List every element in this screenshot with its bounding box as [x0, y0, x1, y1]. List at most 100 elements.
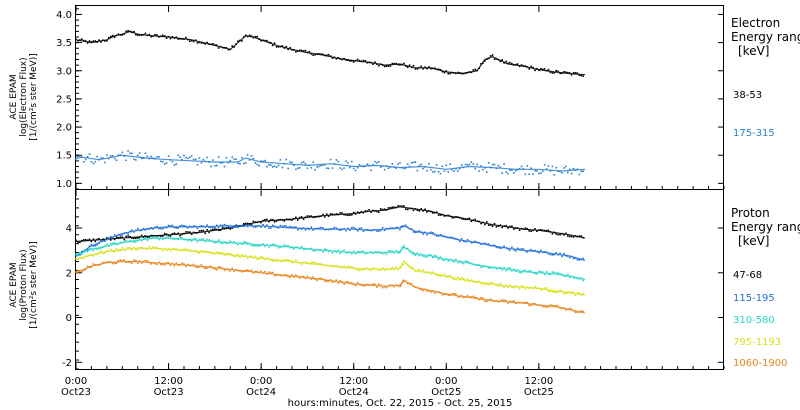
proton-data-point: [414, 270, 417, 273]
proton-data-point: [100, 239, 102, 242]
proton-data-point: [567, 291, 569, 293]
electron-data-point: [345, 160, 347, 163]
proton-data-point: [171, 248, 174, 250]
proton-data-point: [457, 295, 459, 298]
electron-data-point: [403, 62, 405, 65]
proton-data-point: [135, 259, 137, 262]
proton-data-point: [503, 245, 505, 248]
electron-data-point: [449, 72, 451, 75]
proton-ylabel: ACE EPAM log(Proton Flux) [1/(cm²s ster …: [9, 241, 39, 328]
proton-data-point: [277, 259, 280, 262]
electron-data-point: [378, 64, 380, 67]
proton-data-point: [449, 215, 451, 217]
proton-data-point: [98, 242, 100, 245]
proton-data-point: [221, 242, 224, 245]
electron-data-point: [433, 170, 436, 173]
electron-data-point: [547, 68, 550, 71]
proton-data-point: [86, 265, 89, 268]
proton-data-point: [212, 228, 214, 231]
electron-data-point: [202, 42, 205, 44]
proton-data-point: [437, 274, 440, 277]
proton-data-point: [493, 283, 496, 286]
proton-data-point: [447, 294, 449, 296]
proton-data-point: [329, 249, 332, 252]
electron-data-point: [75, 158, 77, 160]
proton-data-point: [160, 235, 162, 237]
proton-data-point: [520, 285, 523, 288]
electron-data-point: [235, 43, 237, 45]
proton-data-point: [258, 257, 260, 260]
electron-data-point: [453, 72, 455, 74]
proton-data-point: [511, 286, 513, 288]
proton-data-point: [167, 235, 170, 238]
electron-ylabel-line-1: ACE EPAM: [9, 74, 19, 119]
proton-data-point: [268, 227, 270, 229]
proton-data-point: [518, 301, 521, 304]
electron-data-point: [514, 169, 517, 172]
proton-data-point: [580, 258, 583, 260]
electron-data-point: [104, 161, 106, 164]
proton-data-point: [163, 263, 166, 266]
proton-data-point: [273, 221, 276, 223]
proton-data-point: [109, 261, 112, 263]
proton-data-point: [241, 243, 243, 245]
electron-data-point: [96, 155, 98, 158]
proton-data-point: [158, 248, 160, 250]
proton-data-point: [513, 248, 515, 251]
proton-data-point: [206, 267, 208, 269]
proton-data-point: [520, 227, 523, 230]
proton-data-point: [102, 240, 104, 242]
proton-data-point: [196, 252, 199, 254]
electron-data-point: [339, 167, 341, 169]
proton-data-point: [125, 248, 127, 251]
proton-data-point: [524, 227, 527, 229]
electron-data-point: [518, 167, 521, 170]
electron-data-point: [553, 173, 556, 176]
proton-data-point: [347, 280, 349, 283]
electron-data-point: [140, 157, 143, 160]
proton-data-point: [271, 224, 274, 227]
electron-data-point: [489, 55, 492, 57]
proton-data-point: [113, 262, 116, 264]
electron-data-point: [563, 167, 565, 169]
proton-data-point: [96, 253, 98, 256]
proton-data-point: [339, 229, 341, 231]
proton-data-point: [462, 240, 465, 242]
electron-data-point: [509, 169, 511, 171]
proton-data-point: [92, 238, 95, 240]
proton-data-point: [391, 267, 394, 269]
proton-data-point: [441, 213, 444, 216]
proton-data-point: [90, 247, 93, 250]
electron-data-point: [200, 42, 203, 44]
proton-data-point: [337, 265, 340, 268]
x-tick-label-date: Oct24: [246, 387, 276, 398]
electron-data-point: [237, 162, 239, 164]
proton-data-point: [146, 239, 149, 242]
proton-data-point: [443, 259, 446, 262]
proton-data-point: [393, 285, 395, 288]
proton-data-point: [163, 237, 166, 240]
proton-data-point: [495, 226, 498, 228]
proton-data-point: [516, 301, 519, 304]
proton-data-point: [403, 280, 405, 283]
proton-data-point: [248, 223, 251, 225]
electron-data-point: [237, 40, 239, 42]
electron-data-point: [106, 40, 108, 42]
electron-data-point: [503, 62, 505, 64]
electron-data-point: [541, 68, 544, 71]
electron-data-point: [123, 33, 125, 35]
proton-data-point: [518, 271, 521, 274]
proton-data-point: [551, 254, 554, 256]
proton-data-point: [304, 248, 307, 251]
proton-data-point: [86, 239, 89, 241]
proton-data-point: [476, 220, 478, 222]
proton-data-point: [412, 267, 415, 269]
proton-data-point: [360, 284, 363, 286]
proton-data-point: [310, 215, 313, 217]
proton-data-point: [509, 300, 511, 303]
proton-data-point: [202, 229, 205, 232]
proton-data-point: [561, 290, 563, 292]
proton-data-point: [202, 250, 205, 252]
proton-data-point: [474, 263, 476, 266]
proton-data-point: [81, 250, 83, 253]
